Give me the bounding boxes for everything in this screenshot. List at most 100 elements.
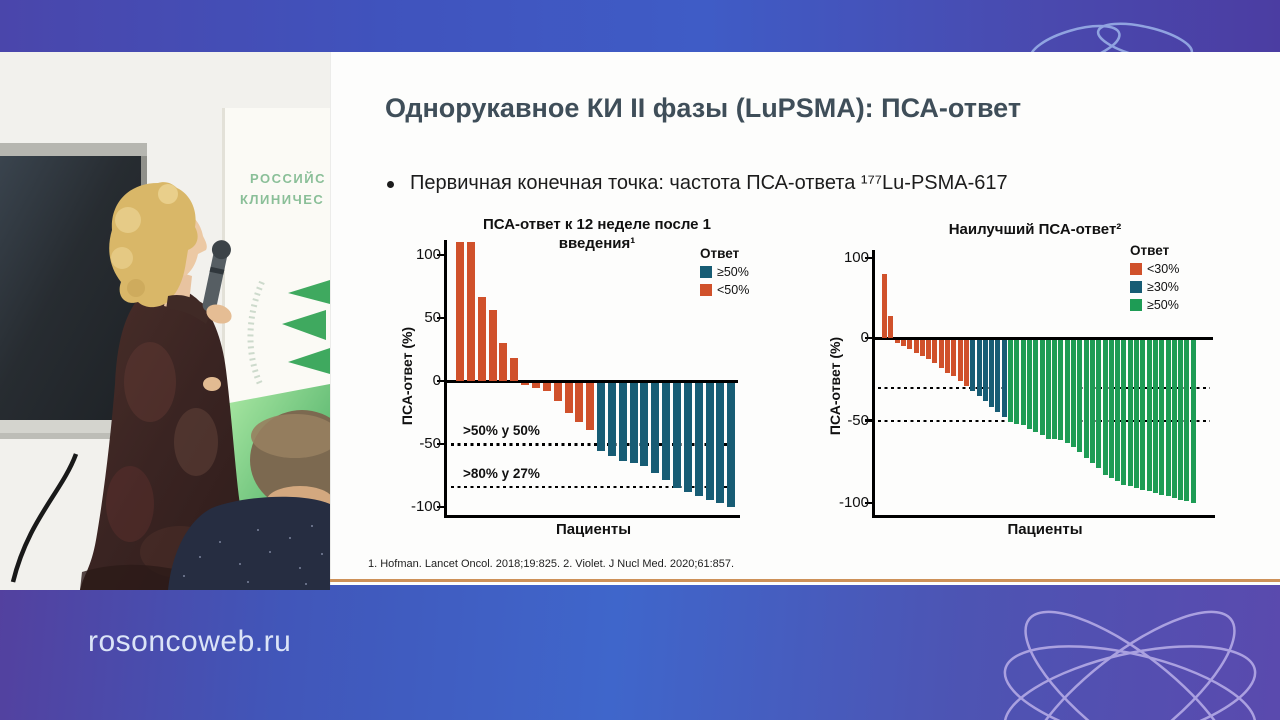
x-axis: [872, 515, 1215, 518]
bar: [673, 382, 681, 489]
bar: [618, 382, 627, 461]
bar: [963, 339, 969, 386]
presenter-hand-lower: [203, 377, 221, 391]
bar: [888, 316, 894, 338]
slide-title: Однорукавное КИ II фазы (LuPSMA): ПСА-от…: [385, 93, 1022, 123]
bar: [907, 339, 913, 350]
bar: [607, 382, 616, 456]
y-tick: [437, 505, 444, 509]
y-tick-label: 50: [424, 309, 441, 326]
bar: [1096, 339, 1102, 469]
footnote: 1. Hofman. Lancet Oncol. 2018;19:825. 2.…: [368, 558, 735, 570]
reference-label: >80% у 27%: [463, 465, 540, 481]
bar: [1052, 339, 1058, 439]
y-axis: [872, 250, 875, 518]
bar: [1077, 339, 1083, 452]
bar: [1045, 339, 1051, 439]
bar: [542, 382, 551, 392]
y-tick: [437, 379, 444, 383]
bar: [938, 339, 944, 368]
bar: [694, 382, 703, 496]
reference-line: [451, 443, 737, 446]
bar: [1152, 339, 1158, 493]
site-url: rosoncoweb.ru: [88, 625, 292, 658]
bar: [1008, 339, 1013, 422]
bar: [1058, 339, 1064, 441]
chart-left-xlabel: Пациенты: [555, 521, 632, 538]
y-axis: [444, 240, 447, 518]
audience-member: [168, 410, 330, 590]
bar: [1178, 339, 1184, 500]
bar: [651, 382, 660, 474]
bar: [1140, 339, 1146, 490]
zero-line: [447, 379, 738, 383]
bar: [1127, 339, 1133, 487]
legend-swatch: [700, 266, 712, 278]
y-tick: [437, 253, 444, 257]
bar: [640, 382, 649, 466]
bar: [1121, 339, 1127, 485]
y-tick-label: 0: [860, 329, 869, 346]
presenter-arm: [166, 294, 212, 324]
bar: [1039, 339, 1045, 436]
y-tick: [437, 442, 444, 446]
bar: [1014, 339, 1020, 424]
bar: [510, 358, 519, 381]
y-tick: [437, 316, 444, 320]
chart-left-title: ПСА-ответ к 12 неделе после 1 введения¹: [482, 216, 712, 252]
top-brand-bar: [0, 0, 1280, 52]
slide-accent-line: [330, 579, 1280, 582]
y-tick: [865, 419, 872, 422]
bar: [913, 339, 919, 353]
banner-logo-leaves: [282, 280, 330, 374]
bar: [553, 382, 562, 402]
bar: [976, 339, 982, 396]
legend-swatch: [700, 284, 712, 296]
y-tick-label: -100: [410, 498, 441, 515]
bar: [1115, 339, 1121, 482]
bar: [970, 339, 976, 391]
bar: [919, 339, 925, 356]
legend-swatch: [1130, 299, 1142, 311]
bar: [727, 382, 736, 508]
y-tick-label: 100: [415, 246, 441, 263]
bar: [564, 382, 573, 413]
bar: [1083, 339, 1089, 459]
bar: [951, 339, 957, 376]
bar: [989, 339, 995, 408]
y-tick: [865, 501, 872, 505]
bar: [499, 343, 508, 381]
bar: [716, 382, 725, 504]
chart-right-legend: Ответ <30% ≥30% ≥50%: [1130, 243, 1180, 312]
bar: [705, 382, 714, 500]
bar: [945, 339, 950, 373]
bar: [1165, 339, 1171, 497]
bar: [995, 339, 1001, 413]
bar: [586, 382, 595, 431]
bar: [932, 339, 938, 363]
banner-text-line1: РОССИЙС: [250, 171, 326, 186]
presenter-photo: РОССИЙС КЛИНИЧЕС: [0, 52, 330, 590]
bar: [894, 339, 900, 343]
y-tick-label: 0: [432, 372, 441, 389]
bar: [1108, 339, 1114, 479]
zero-line: [875, 336, 1213, 340]
bullet-text: Первичная конечная точка: частота ПСА-от…: [410, 172, 1008, 194]
bar: [1033, 339, 1039, 432]
bar: [597, 382, 606, 451]
bar: [1001, 339, 1007, 418]
orbit-graphic-top: [1029, 22, 1194, 52]
monitor-cable: [10, 453, 79, 583]
bar: [982, 339, 988, 401]
bar: [683, 382, 692, 493]
y-tick: [865, 256, 872, 260]
bar: [1146, 339, 1152, 492]
bar: [488, 310, 497, 381]
y-tick: [865, 336, 872, 340]
bar: [1184, 339, 1190, 502]
y-tick-label: -50: [419, 435, 441, 452]
bar: [1134, 339, 1139, 488]
bar: [1190, 339, 1196, 503]
bar: [521, 382, 530, 386]
